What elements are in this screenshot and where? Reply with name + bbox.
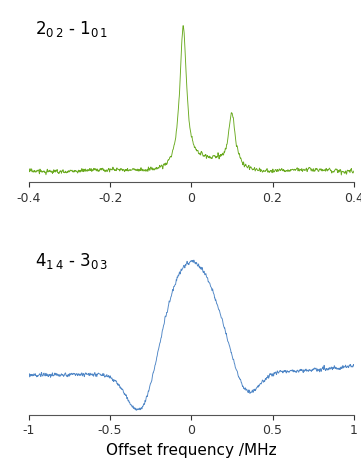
Text: $4_{1\,4}$ - $3_{0\,3}$: $4_{1\,4}$ - $3_{0\,3}$ bbox=[35, 251, 108, 271]
X-axis label: Offset frequency /MHz: Offset frequency /MHz bbox=[106, 443, 277, 458]
Text: $2_{0\,2}$ - $1_{0\,1}$: $2_{0\,2}$ - $1_{0\,1}$ bbox=[35, 19, 108, 39]
